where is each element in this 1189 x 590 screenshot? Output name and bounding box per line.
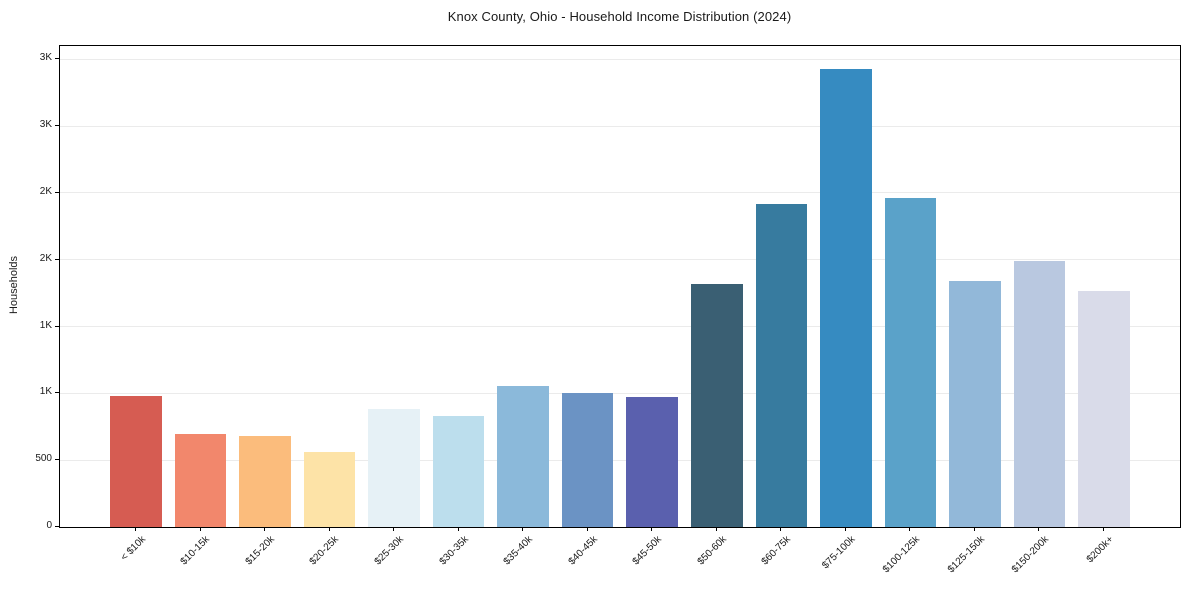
x-tick-label-60-75k: $60-75k: [759, 534, 794, 568]
y-tick-mark: [55, 258, 59, 260]
bar-200k: [1078, 291, 1130, 527]
gridline-3K: [60, 58, 1180, 60]
y-tick-mark: [55, 526, 59, 527]
plot-area: [59, 45, 1181, 528]
x-tick-label-15-20k: $15-20k: [243, 534, 277, 568]
x-tick-mark: [457, 527, 459, 531]
bar-10k: [110, 396, 162, 527]
y-tick-label-1: 500: [35, 453, 52, 465]
x-tick-label-30-35k: $30-35k: [437, 534, 471, 568]
gridline-1K: [60, 326, 1180, 328]
x-tick-label-10-15k: $10-15k: [178, 534, 213, 568]
x-tick-mark: [199, 527, 201, 531]
x-tick-mark: [522, 527, 524, 531]
gridline-2K: [60, 259, 1180, 261]
x-tick-label-200k: $200k+: [1084, 534, 1116, 566]
gridline-500: [60, 459, 1180, 461]
bar-25-30k: [368, 409, 420, 527]
x-tick-label-10k: < $10k: [118, 534, 148, 564]
bar-150-200k: [1013, 261, 1066, 527]
bar-20-25k: [303, 451, 356, 527]
x-tick-label-50-60k: $50-60k: [695, 534, 729, 568]
x-tick-label-40-45k: $40-45k: [566, 534, 600, 568]
bar-45-50k: [626, 396, 678, 527]
gridline-1K: [60, 392, 1180, 394]
y-tick-mark: [55, 191, 59, 193]
x-tick-mark: [651, 527, 653, 531]
bar-50-60k: [691, 283, 743, 527]
x-tick-mark: [586, 527, 588, 531]
x-tick-label-125-150k: $125-150k: [945, 534, 987, 576]
y-tick-label-2: 1K: [39, 386, 52, 398]
x-tick-mark: [973, 527, 975, 531]
gridline-3K: [60, 125, 1180, 127]
bar-10-15k: [174, 434, 227, 527]
x-tick-mark: [1038, 527, 1040, 531]
y-tick-mark: [55, 125, 59, 127]
y-tick-label-5: 2K: [39, 185, 52, 197]
y-tick-label-3: 1K: [39, 319, 52, 331]
y-tick-label-6: 3K: [39, 119, 52, 131]
x-tick-label-20-25k: $20-25k: [308, 534, 342, 568]
y-tick-mark: [55, 325, 59, 327]
gridline-2K: [60, 192, 1180, 194]
x-tick-label-45-50k: $45-50k: [630, 534, 665, 568]
x-tick-mark: [844, 527, 846, 531]
y-tick-mark: [55, 392, 59, 394]
y-tick-mark: [55, 58, 59, 60]
y-tick-label-0: 0: [46, 520, 52, 531]
x-tick-label-35-40k: $35-40k: [501, 534, 535, 568]
x-tick-mark: [135, 527, 136, 531]
bar-100-125k: [884, 198, 937, 527]
bar-125-150k: [949, 281, 1001, 527]
bar-75-100k: [820, 69, 872, 527]
x-tick-mark: [393, 527, 395, 531]
x-tick-label-150-200k: $150-200k: [1009, 534, 1052, 576]
y-tick-label-7: 3K: [39, 52, 52, 64]
x-tick-mark: [715, 527, 717, 531]
bar-30-35k: [432, 416, 485, 527]
x-tick-label-25-30k: $25-30k: [372, 534, 406, 568]
x-tick-label-100-125k: $100-125k: [880, 534, 923, 576]
x-tick-mark: [780, 527, 782, 531]
bar-40-45k: [561, 393, 614, 527]
chart-title: Knox County, Ohio - Household Income Dis…: [447, 9, 792, 24]
x-tick-mark: [909, 527, 911, 531]
x-tick-label-75-100k: $75-100k: [820, 534, 858, 572]
y-tick-mark: [55, 459, 59, 461]
bar-35-40k: [497, 386, 549, 527]
bar-60-75k: [755, 203, 808, 527]
x-tick-mark: [264, 527, 266, 531]
x-tick-mark: [1102, 527, 1104, 531]
x-tick-mark: [328, 527, 330, 531]
bar-15-20k: [239, 436, 291, 527]
y-tick-label-4: 2K: [39, 252, 52, 264]
